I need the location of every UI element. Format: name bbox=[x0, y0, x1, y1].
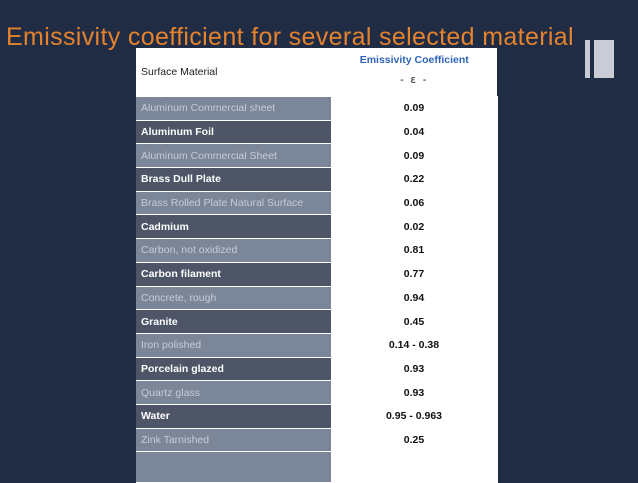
decorative-bars bbox=[585, 40, 625, 80]
table-row: Aluminum Foil 0.04 bbox=[136, 120, 498, 145]
table-row: Zink Tarnished 0.25 bbox=[136, 428, 498, 453]
header-coefficient-title: Emissivity Coefficient bbox=[359, 54, 469, 66]
table-row: Concrete, rough 0.94 bbox=[136, 286, 498, 311]
coefficient-cell: 0.94 bbox=[331, 286, 498, 311]
material-cell: Zink Tarnished bbox=[136, 428, 332, 453]
table-row: Water 0.95 - 0.963 bbox=[136, 404, 498, 429]
coefficient-cell: 0.93 bbox=[331, 380, 498, 405]
table-row: Carbon filament 0.77 bbox=[136, 262, 498, 287]
material-cell: Brass Rolled Plate Natural Surface bbox=[136, 191, 332, 216]
coefficient-cell: 0.95 - 0.963 bbox=[331, 404, 498, 429]
coefficient-cell: 0.06 bbox=[331, 191, 498, 216]
empty-material-cell bbox=[136, 451, 332, 483]
table-header-row: Surface Material Emissivity Coefficient … bbox=[136, 48, 497, 97]
material-cell: Concrete, rough bbox=[136, 286, 332, 311]
header-emissivity-coefficient: Emissivity Coefficient - ε - bbox=[331, 48, 497, 97]
table-row: Aluminum Commercial sheet 0.09 bbox=[136, 96, 498, 121]
material-cell: Quartz glass bbox=[136, 380, 332, 405]
slide-title: Emissivity coefficient for several selec… bbox=[6, 23, 574, 51]
emissivity-table: Surface Material Emissivity Coefficient … bbox=[136, 48, 498, 483]
table-row: Brass Rolled Plate Natural Surface 0.06 bbox=[136, 191, 498, 216]
header-surface-material: Surface Material bbox=[136, 48, 332, 97]
table-row: Aluminum Commercial Sheet 0.09 bbox=[136, 143, 498, 169]
coefficient-cell: 0.09 bbox=[331, 143, 498, 169]
empty-coefficient-cell bbox=[331, 451, 498, 483]
coefficient-cell: 0.14 - 0.38 bbox=[331, 333, 498, 358]
material-cell: Carbon, not oxidized bbox=[136, 238, 332, 263]
coefficient-cell: 0.45 bbox=[331, 309, 498, 334]
material-cell: Iron polished bbox=[136, 333, 332, 358]
table-row: Quartz glass 0.93 bbox=[136, 380, 498, 405]
material-cell: Brass Dull Plate bbox=[136, 167, 332, 192]
material-cell: Porcelain glazed bbox=[136, 357, 332, 382]
material-cell: Aluminum Commercial Sheet bbox=[136, 143, 332, 169]
material-cell: Aluminum Commercial sheet bbox=[136, 96, 332, 121]
coefficient-cell: 0.81 bbox=[331, 238, 498, 263]
coefficient-cell: 0.77 bbox=[331, 262, 498, 287]
coefficient-cell: 0.22 bbox=[331, 167, 498, 192]
table-row: Granite 0.45 bbox=[136, 309, 498, 334]
coefficient-cell: 0.25 bbox=[331, 428, 498, 453]
material-cell: Granite bbox=[136, 309, 332, 334]
coefficient-cell: 0.04 bbox=[331, 120, 498, 145]
table-row: Cadmium 0.02 bbox=[136, 214, 498, 240]
coefficient-cell: 0.93 bbox=[331, 357, 498, 382]
material-cell: Water bbox=[136, 404, 332, 429]
coefficient-cell: 0.09 bbox=[331, 96, 498, 121]
table-row: Brass Dull Plate 0.22 bbox=[136, 167, 498, 192]
decorative-bar-wide bbox=[594, 40, 614, 78]
material-cell: Aluminum Foil bbox=[136, 120, 332, 145]
material-cell: Carbon filament bbox=[136, 262, 332, 287]
table-row: Iron polished 0.14 - 0.38 bbox=[136, 333, 498, 358]
table-row: Porcelain glazed 0.93 bbox=[136, 357, 498, 382]
coefficient-cell: 0.02 bbox=[331, 214, 498, 240]
table-row: Carbon, not oxidized 0.81 bbox=[136, 238, 498, 263]
decorative-bar-thin bbox=[585, 40, 590, 78]
material-cell: Cadmium bbox=[136, 214, 332, 240]
header-coefficient-symbol: - ε - bbox=[400, 74, 429, 86]
table-row-empty bbox=[136, 451, 498, 483]
emissivity-table-container: Surface Material Emissivity Coefficient … bbox=[136, 48, 498, 483]
